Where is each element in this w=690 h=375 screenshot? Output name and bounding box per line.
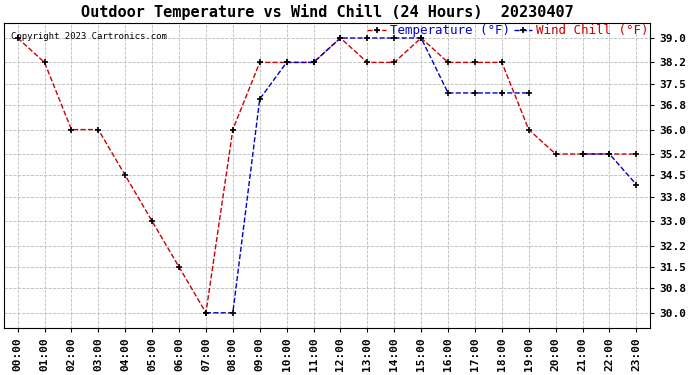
Temperature (°F) xyxy=(148,219,156,224)
Wind Chill (°F) xyxy=(417,36,425,40)
Temperature (°F) xyxy=(444,60,452,64)
Wind Chill (°F) xyxy=(201,310,210,315)
Temperature (°F) xyxy=(632,152,640,156)
Wind Chill (°F) xyxy=(336,36,344,40)
Temperature (°F) xyxy=(94,128,102,132)
Temperature (°F) xyxy=(390,60,398,64)
Temperature (°F) xyxy=(524,128,533,132)
Temperature (°F) xyxy=(255,60,264,64)
Temperature (°F) xyxy=(471,60,479,64)
Temperature (°F) xyxy=(336,36,344,40)
Wind Chill (°F) xyxy=(228,310,237,315)
Wind Chill (°F) xyxy=(282,60,290,64)
Temperature (°F) xyxy=(282,60,290,64)
Temperature (°F) xyxy=(121,173,129,178)
Temperature (°F) xyxy=(605,152,613,156)
Temperature (°F) xyxy=(201,310,210,315)
Line: Wind Chill (°F): Wind Chill (°F) xyxy=(202,34,532,316)
Wind Chill (°F) xyxy=(524,91,533,95)
Text: Copyright 2023 Cartronics.com: Copyright 2023 Cartronics.com xyxy=(10,32,166,41)
Temperature (°F) xyxy=(497,60,506,64)
Wind Chill (°F) xyxy=(444,91,452,95)
Wind Chill (°F) xyxy=(309,60,317,64)
Wind Chill (°F) xyxy=(390,36,398,40)
Temperature (°F) xyxy=(417,36,425,40)
Temperature (°F) xyxy=(578,152,586,156)
Wind Chill (°F) xyxy=(471,91,479,95)
Temperature (°F) xyxy=(551,152,560,156)
Temperature (°F) xyxy=(175,265,183,269)
Title: Outdoor Temperature vs Wind Chill (24 Hours)  20230407: Outdoor Temperature vs Wind Chill (24 Ho… xyxy=(81,4,573,20)
Wind Chill (°F) xyxy=(255,97,264,101)
Temperature (°F) xyxy=(363,60,371,64)
Wind Chill (°F) xyxy=(363,36,371,40)
Line: Temperature (°F): Temperature (°F) xyxy=(14,34,640,316)
Legend: Temperature (°F), Wind Chill (°F): Temperature (°F), Wind Chill (°F) xyxy=(367,24,649,37)
Temperature (°F) xyxy=(68,128,76,132)
Temperature (°F) xyxy=(309,60,317,64)
Temperature (°F) xyxy=(41,60,49,64)
Temperature (°F) xyxy=(14,36,22,40)
Wind Chill (°F) xyxy=(497,91,506,95)
Temperature (°F) xyxy=(228,128,237,132)
